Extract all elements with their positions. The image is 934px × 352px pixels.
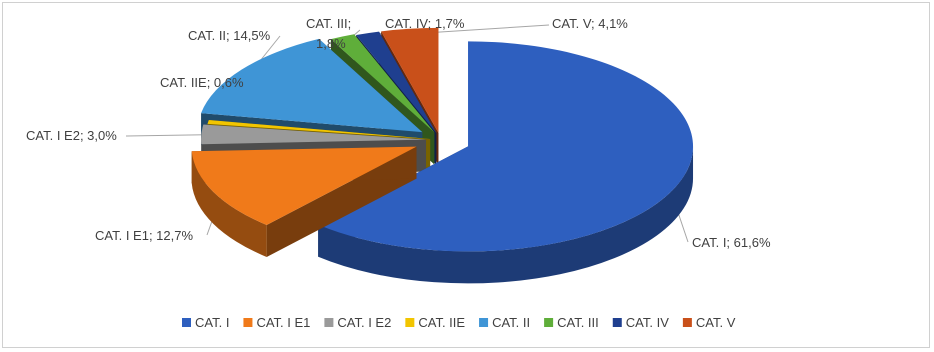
slice-side [318,146,694,284]
data-label-line2: 1,8% [316,36,346,51]
data-label: CAT. I E1; 12,7% [95,228,193,243]
legend-item: CAT. V [682,315,736,330]
legend-item: CAT. I E2 [324,315,391,330]
legend-item: CAT. II [479,315,530,330]
slice-top-cat-i-e1 [191,146,417,226]
legend-label: CAT. IIE [418,315,465,330]
pie-slice [318,41,694,284]
pie-slice [191,146,417,258]
data-label: CAT. IIE; 0,6% [160,75,244,90]
slice-top-cat-iii [330,34,435,133]
legend-item: CAT. IV [612,315,669,330]
slice-top-cat-i [318,41,694,252]
data-label: CAT. I; 61,6% [692,235,771,250]
data-label: CAT. V; 4,1% [552,16,628,31]
legend-swatch [544,318,554,327]
data-label: CAT. IV; 1,7% [385,16,465,31]
legend-item: CAT. I E1 [243,315,310,330]
legend-item: CAT. III [544,315,599,330]
legend-label: CAT. II [492,315,530,330]
legend-item: CAT. I [182,315,229,330]
data-label: CAT. II; 14,5% [188,28,271,43]
leader-line [125,134,213,137]
data-label: CAT. III; [306,16,351,31]
legend-label: CAT. III [557,315,599,330]
legend-item: CAT. IIE [405,315,465,330]
legend-swatch [479,318,489,327]
legend-label: CAT. V [696,315,736,330]
slice-top-cat-i-e2 [201,124,427,145]
pie-slices [191,27,694,284]
legend-swatch [612,318,622,327]
slice-top-cat-ii [201,38,423,133]
legend-swatch [243,318,253,327]
slice-top-cat-iie [207,119,431,140]
data-label: CAT. I E2; 3,0% [26,128,117,143]
data-labels: CAT. I; 61,6% CAT. I E1; 12,7% CAT. I E2; … [26,16,771,250]
slice-top-cat-v [381,27,439,133]
legend-swatch [682,318,692,327]
legend-label: CAT. IV [626,315,669,330]
legend-swatch [324,318,334,327]
legend: CAT. I CAT. I E1 CAT. I E2 CAT. IIE CAT. II C… [182,315,736,330]
legend-label: CAT. I E2 [337,315,391,330]
legend-swatch [182,318,191,327]
slice-side [191,151,267,258]
legend-label: CAT. I [195,315,229,330]
legend-swatch [405,318,415,327]
legend-label: CAT. I E1 [256,315,310,330]
slice-top-cat-iv [356,31,437,134]
